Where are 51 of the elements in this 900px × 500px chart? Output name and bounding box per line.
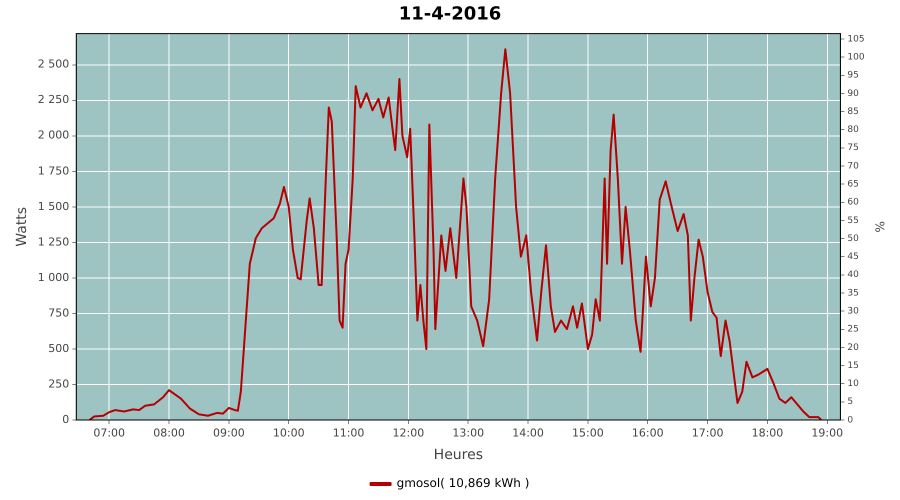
x-tick-label: 11:00	[332, 426, 364, 440]
y-tick-label: 1 500	[38, 200, 70, 213]
y2-tick-label: 90	[847, 88, 860, 99]
y2-tick-label: 95	[847, 70, 859, 81]
y2-tick-label: 100	[847, 52, 865, 63]
y2-tick-label: 75	[847, 143, 859, 154]
y-tick-label: 2 250	[38, 93, 70, 106]
y2-tick-label: 45	[847, 252, 859, 262]
y2-tick-label: 10	[847, 379, 860, 390]
y-tick-label: 1 250	[38, 235, 70, 248]
y-tick-label: 500	[48, 342, 70, 355]
chart-title: 11-4-2016	[398, 3, 502, 24]
y2-tick-label: 60	[847, 198, 860, 208]
x-axis-title: Heures	[434, 447, 484, 464]
y-tick-label: 2 500	[38, 58, 70, 71]
y-tick-label: 2 000	[38, 128, 70, 142]
y2-tick-label: 35	[847, 288, 859, 298]
y-tick-label: 750	[48, 306, 70, 320]
y2-tick-label: 40	[847, 270, 860, 280]
y2-tick-label: 70	[847, 161, 860, 172]
y2-tick-label: 85	[847, 106, 859, 117]
x-tick-label: 13:00	[452, 426, 484, 440]
x-tick-label: 08:00	[153, 426, 185, 440]
y2-tick-label: 30	[847, 306, 860, 316]
y2-tick-label: 5	[847, 397, 854, 408]
x-tick-label: 12:00	[392, 426, 424, 440]
y2-tick-label: 55	[847, 216, 859, 226]
x-tick-label: 14:00	[512, 426, 544, 440]
y2-axis-title: %	[872, 221, 887, 233]
x-tick-label: 17:00	[692, 426, 724, 440]
y2-tick-label: 50	[847, 234, 860, 244]
x-tick-label: 15:00	[572, 426, 604, 440]
y2-tick-label: 20	[847, 342, 860, 353]
legend-label: gmosol( 10,869 kWh )	[396, 476, 530, 490]
y2-tick-label: 25	[847, 324, 859, 335]
y2-tick-label: 65	[847, 180, 859, 190]
y-tick-label: 1 000	[38, 270, 70, 284]
y2-tick-label: 105	[847, 34, 865, 44]
y-tick-label: 250	[48, 377, 70, 390]
x-tick-label: 16:00	[632, 426, 664, 440]
y2-tick-label: 0	[847, 415, 854, 426]
y-tick-label: 1 750	[38, 164, 70, 178]
x-tick-label: 19:00	[811, 426, 844, 440]
x-tick-label: 07:00	[93, 426, 126, 440]
x-tick-label: 18:00	[752, 426, 784, 440]
y2-tick-label: 80	[847, 125, 860, 136]
x-tick-label: 10:00	[272, 426, 305, 440]
y2-tick-label: 15	[847, 360, 859, 371]
y-tick-label: 0	[62, 412, 70, 426]
x-tick-label: 09:00	[213, 426, 245, 440]
y-axis-title: Watts	[14, 206, 30, 247]
